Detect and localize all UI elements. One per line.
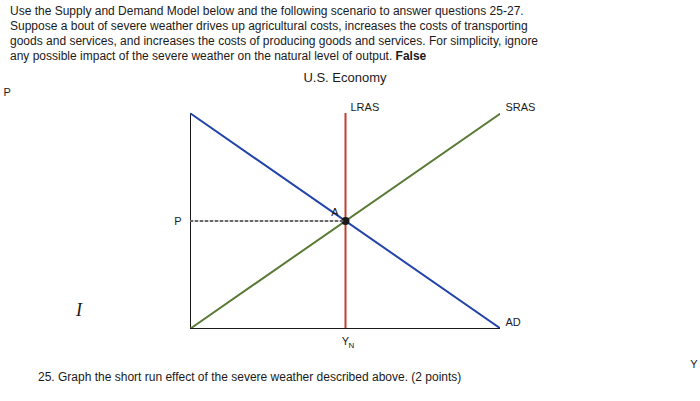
html-text:U.S. Economy: U.S. Economy [303, 70, 387, 85]
html-text:Use the Supply and Demand Mode: Use the Supply and Demand Model below an… [10, 4, 524, 18]
svg-text:P: P [174, 215, 181, 227]
html-text:25. Graph the short run effect: 25. Graph the short run effect of the se… [38, 370, 462, 384]
svg-text:Y: Y [690, 358, 698, 370]
svg-text:Y: Y [341, 335, 350, 348]
html-text:goods and services, and increa: goods and services, and increases the co… [10, 34, 538, 48]
svg-text:LRAS: LRAS [351, 101, 380, 113]
html-text:I: I [76, 300, 82, 320]
svg-text:AD: AD [506, 316, 521, 328]
svg-text:P: P [4, 86, 11, 98]
html-text:any possible impact of the sev: any possible impact of the severe weathe… [10, 49, 427, 63]
svg-text:N: N [349, 341, 355, 350]
svg-text:A: A [331, 206, 339, 218]
html-text:Suppose a bout of severe weath: Suppose a bout of severe weather drives … [10, 19, 528, 33]
svg-text:SRAS: SRAS [506, 101, 536, 113]
